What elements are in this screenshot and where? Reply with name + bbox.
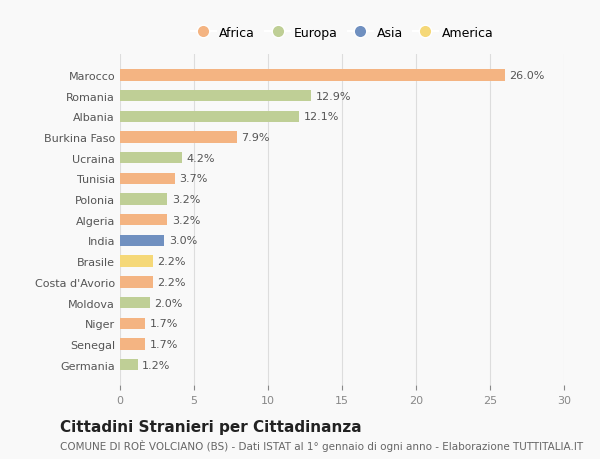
Text: 1.2%: 1.2% (142, 360, 170, 370)
Bar (120, 174, 175, 185)
Bar (120, 70, 505, 81)
Text: 2.2%: 2.2% (157, 277, 185, 287)
Text: 12.9%: 12.9% (316, 91, 351, 101)
Legend: Africa, Europa, Asia, America: Africa, Europa, Asia, America (185, 22, 499, 45)
Text: Cittadini Stranieri per Cittadinanza: Cittadini Stranieri per Cittadinanza (60, 419, 362, 434)
Bar (120, 112, 299, 123)
Text: 3.2%: 3.2% (172, 195, 200, 205)
Bar (120, 91, 311, 102)
Text: 1.7%: 1.7% (149, 319, 178, 329)
Text: 2.0%: 2.0% (154, 298, 182, 308)
Bar (120, 194, 167, 205)
Bar (120, 215, 167, 226)
Bar (120, 235, 164, 246)
Bar (120, 277, 152, 288)
Bar (120, 256, 152, 267)
Text: 7.9%: 7.9% (241, 133, 270, 143)
Text: 2.2%: 2.2% (157, 257, 185, 267)
Text: COMUNE DI ROÈ VOLCIANO (BS) - Dati ISTAT al 1° gennaio di ogni anno - Elaborazio: COMUNE DI ROÈ VOLCIANO (BS) - Dati ISTAT… (60, 439, 583, 451)
Bar (120, 153, 182, 164)
Text: 26.0%: 26.0% (509, 71, 545, 81)
Text: 1.7%: 1.7% (149, 339, 178, 349)
Text: 3.0%: 3.0% (169, 236, 197, 246)
Bar (120, 339, 145, 350)
Text: 12.1%: 12.1% (304, 112, 339, 122)
Text: 3.7%: 3.7% (179, 174, 208, 184)
Bar (120, 318, 145, 329)
Bar (120, 359, 138, 370)
Text: 4.2%: 4.2% (187, 153, 215, 163)
Text: 3.2%: 3.2% (172, 215, 200, 225)
Bar (120, 132, 237, 143)
Bar (120, 297, 149, 308)
